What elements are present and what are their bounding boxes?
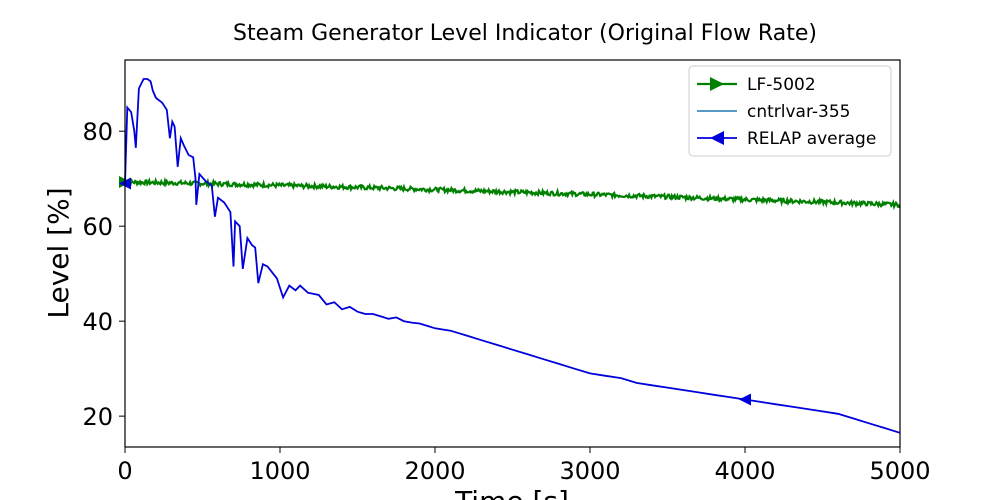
series-line-relap-average [124,78,901,434]
x-axis-label: Time [s] [454,485,569,500]
plot-frame [124,59,901,448]
x-tick-label: 2000 [404,457,465,485]
y-tick-label: 40 [82,308,113,336]
x-tick-label: 3000 [559,457,620,485]
legend-marker-relap-average [710,131,724,145]
axes-layer: 0 1000 2000 3000 4000 5000 20 40 60 80 [82,118,930,485]
y-tick-label: 60 [82,213,113,241]
legend-frame [688,65,892,157]
legend-items: LF-5002 cntrlvar-355 RELAP average [697,75,876,149]
y-axis-label: Level [%] [42,187,75,318]
y-tick-label: 20 [82,403,113,431]
legend-marker-lf-5002 [710,77,724,91]
y-tick-label: 80 [82,118,113,146]
legend: LF-5002 cntrlvar-355 RELAP average [688,65,892,157]
x-tick-label: 4000 [714,457,775,485]
legend-label-lf-5002: LF-5002 [747,75,816,95]
legend-label-relap-average: RELAP average [747,129,876,149]
x-tick-label: 0 [117,457,132,485]
chart-title: Steam Generator Level Indicator (Origina… [233,21,817,46]
series-marker-relap-average [739,393,751,406]
legend-label-cntrlvar-355: cntrlvar-355 [747,102,850,122]
x-tick-label: 1000 [249,457,310,485]
x-tick-label: 5000 [869,457,930,485]
series-line-lf-5002 [124,176,901,211]
